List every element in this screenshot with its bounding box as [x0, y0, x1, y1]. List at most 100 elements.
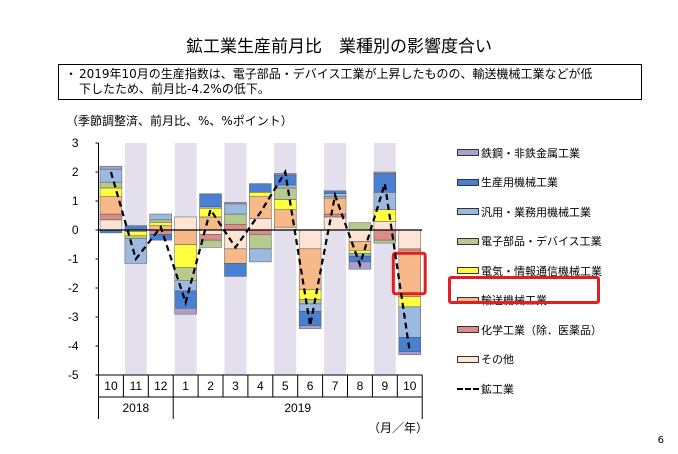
legend-swatch — [457, 355, 479, 363]
highlight-box — [391, 251, 427, 296]
legend-item: 鉄鋼・非鉄金属工業 — [457, 138, 602, 168]
bar-segment — [249, 248, 272, 263]
bar-segment — [274, 174, 297, 186]
y-tick-label: 2 — [72, 165, 79, 179]
bar-segment — [124, 235, 148, 239]
page-number: 6 — [657, 435, 664, 446]
x-tick-label: 2 — [207, 379, 214, 393]
bar-segment — [398, 250, 421, 297]
legend-item: 輸送機械工業 — [457, 286, 602, 316]
bar-segment — [124, 225, 148, 231]
bar-segment — [224, 223, 247, 231]
bar-segment — [224, 203, 247, 215]
legend-label: 電気・情報通信機械工業 — [481, 264, 602, 278]
legend-item: 生産用機械工業 — [457, 168, 602, 198]
y-tick-label: -3 — [68, 310, 79, 324]
x-tick-label: 11 — [130, 379, 143, 393]
bar-segment — [124, 238, 148, 264]
units-label: （季節調整済、前月比、%、%ポイント） — [66, 114, 293, 128]
bullet: ・ — [65, 67, 78, 81]
legend-label: その他 — [481, 353, 514, 367]
bar-segment — [398, 229, 421, 250]
legend-label: 汎用・業務用機械工業 — [481, 205, 591, 219]
x-tick-label: 12 — [154, 379, 168, 393]
bar-segment — [298, 325, 322, 329]
legend-item: 汎用・業務用機械工業 — [457, 197, 602, 227]
year-label: 2019 — [284, 401, 311, 415]
bar-segment — [199, 193, 222, 208]
bar-segment — [174, 229, 197, 245]
x-tick-label: 10 — [104, 379, 118, 393]
bar-segment — [174, 244, 197, 268]
legend: 鉄鋼・非鉄金属工業 生産用機械工業汎用・業務用機械工業電子部品・デバイス工業電気・… — [457, 138, 602, 404]
bar-segment — [274, 187, 297, 200]
y-tick-label: -1 — [68, 252, 79, 266]
legend-label: 鉱工業 — [481, 382, 514, 396]
bar-segment — [224, 248, 247, 264]
bar-segment — [99, 196, 123, 215]
bar-segment — [224, 202, 247, 205]
bar-segment — [149, 234, 172, 241]
summary-note: ・ 2019年10月の生産指数は、電子部品・デバイス工業が上昇したものの、輸送機械… — [58, 64, 642, 100]
y-tick-label: -2 — [68, 281, 79, 295]
bar-segment — [348, 255, 372, 263]
legend-item: 電子部品・デバイス工業 — [457, 227, 602, 257]
page-title: 鉱工業生産前月比 業種別の影響度合い — [186, 37, 492, 57]
bar-segment — [99, 213, 123, 221]
bar-segment — [249, 229, 272, 235]
legend-label: 輸送機械工業 — [481, 294, 547, 308]
legend-label: 化学工業（除．医薬品） — [481, 323, 602, 337]
year-label: 2018 — [122, 401, 149, 415]
bar-segment — [348, 252, 372, 257]
y-tick-label: 0 — [72, 223, 79, 237]
bar-segment — [249, 234, 272, 250]
y-tick-label: -4 — [68, 339, 79, 353]
y-tick-label: 3 — [72, 136, 79, 150]
bar-segment — [174, 308, 197, 315]
legend-swatch — [457, 237, 479, 245]
legend-label: 鉄鋼・非鉄金属工業 — [481, 146, 580, 160]
legend-item: 化学工業（除．医薬品） — [457, 315, 602, 345]
bar-segment — [298, 303, 322, 312]
bar-segment — [199, 239, 222, 248]
bar-segment — [398, 306, 421, 338]
x-tick-label: 6 — [307, 379, 314, 393]
bar-segment — [99, 219, 123, 231]
bar-segment — [149, 213, 172, 221]
legend-swatch — [457, 149, 479, 157]
bar-segment — [373, 239, 397, 244]
x-tick-label: 3 — [232, 379, 239, 393]
legend-dash — [457, 387, 479, 390]
note-line-2: 下したため、前月比-4.2%の低下。 — [79, 82, 270, 96]
x-tick-label: 7 — [332, 379, 339, 393]
legend-highlight-box — [448, 276, 600, 304]
bar-segment — [348, 250, 372, 254]
bar-segment — [298, 229, 322, 250]
bar-segment — [298, 299, 322, 305]
legend-swatch — [457, 208, 479, 216]
bar-segment — [249, 196, 272, 219]
bar-segment — [149, 219, 172, 224]
note-line-1: 2019年10月の生産指数は、電子部品・デバイス工業が上昇したものの、輸送機械工… — [79, 67, 593, 81]
bar-segment — [373, 171, 397, 174]
bar-segment — [149, 222, 172, 226]
bar-segment — [149, 229, 172, 235]
bar-segment — [224, 213, 247, 225]
x-tick-label: 1 — [182, 379, 189, 393]
bar-segment — [249, 183, 272, 193]
period-label: （月／年） — [368, 421, 429, 435]
bar-segment — [249, 192, 272, 197]
bar-segment — [199, 216, 222, 231]
bar-segment — [199, 229, 222, 235]
x-tick-label: 5 — [282, 379, 289, 393]
legend-label: 生産用機械工業 — [481, 176, 558, 190]
bar-segment — [174, 280, 197, 292]
legend-swatch — [457, 326, 479, 334]
x-tick-label: 9 — [382, 379, 389, 393]
bar-segment — [398, 351, 421, 355]
bar-segment — [224, 263, 247, 277]
bar-segment — [99, 165, 123, 170]
x-tick-label: 8 — [357, 379, 364, 393]
shaded-band — [324, 143, 346, 375]
